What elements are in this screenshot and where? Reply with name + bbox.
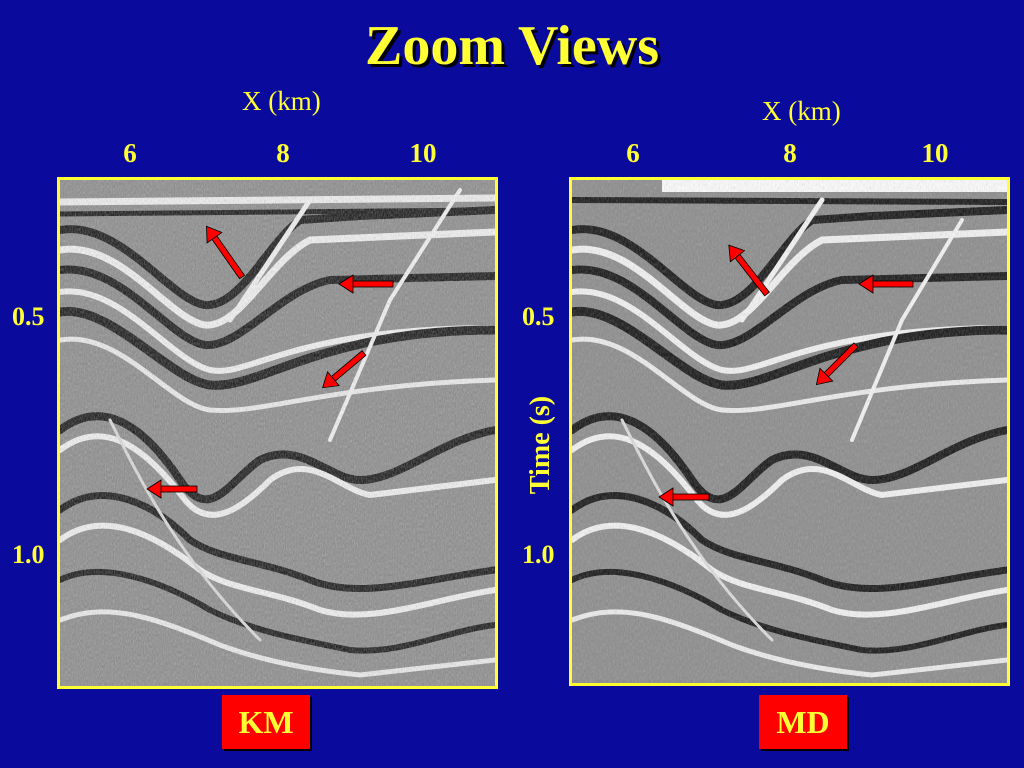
- left-seismic-panel: [57, 177, 498, 689]
- right-seismic-image: [572, 180, 1007, 683]
- km-tag: KM: [222, 695, 310, 749]
- left-x-tick-8: 8: [276, 138, 290, 168]
- left-y-tick-1-0: 1.0: [12, 540, 45, 569]
- left-seismic-image: [60, 180, 495, 686]
- right-x-tick-8: 8: [783, 138, 797, 168]
- right-y-axis-label: Time (s): [525, 395, 556, 495]
- left-x-tick-10: 10: [409, 138, 437, 168]
- right-x-axis-label: X (km): [762, 96, 841, 126]
- left-x-tick-6: 6: [123, 138, 137, 168]
- right-y-tick-1-0: 1.0: [522, 540, 555, 569]
- left-y-tick-0-5: 0.5: [12, 302, 45, 331]
- left-x-axis-label: X (km): [242, 86, 321, 116]
- right-x-tick-6: 6: [626, 138, 640, 168]
- right-annotation-arrows: [658, 244, 914, 507]
- right-x-tick-10: 10: [921, 138, 949, 168]
- left-annotation-arrows: [146, 225, 394, 499]
- slide-title: Zoom Views: [365, 15, 659, 77]
- right-seismic-panel: [569, 177, 1010, 686]
- md-tag: MD: [759, 695, 847, 749]
- right-y-tick-0-5: 0.5: [522, 302, 555, 331]
